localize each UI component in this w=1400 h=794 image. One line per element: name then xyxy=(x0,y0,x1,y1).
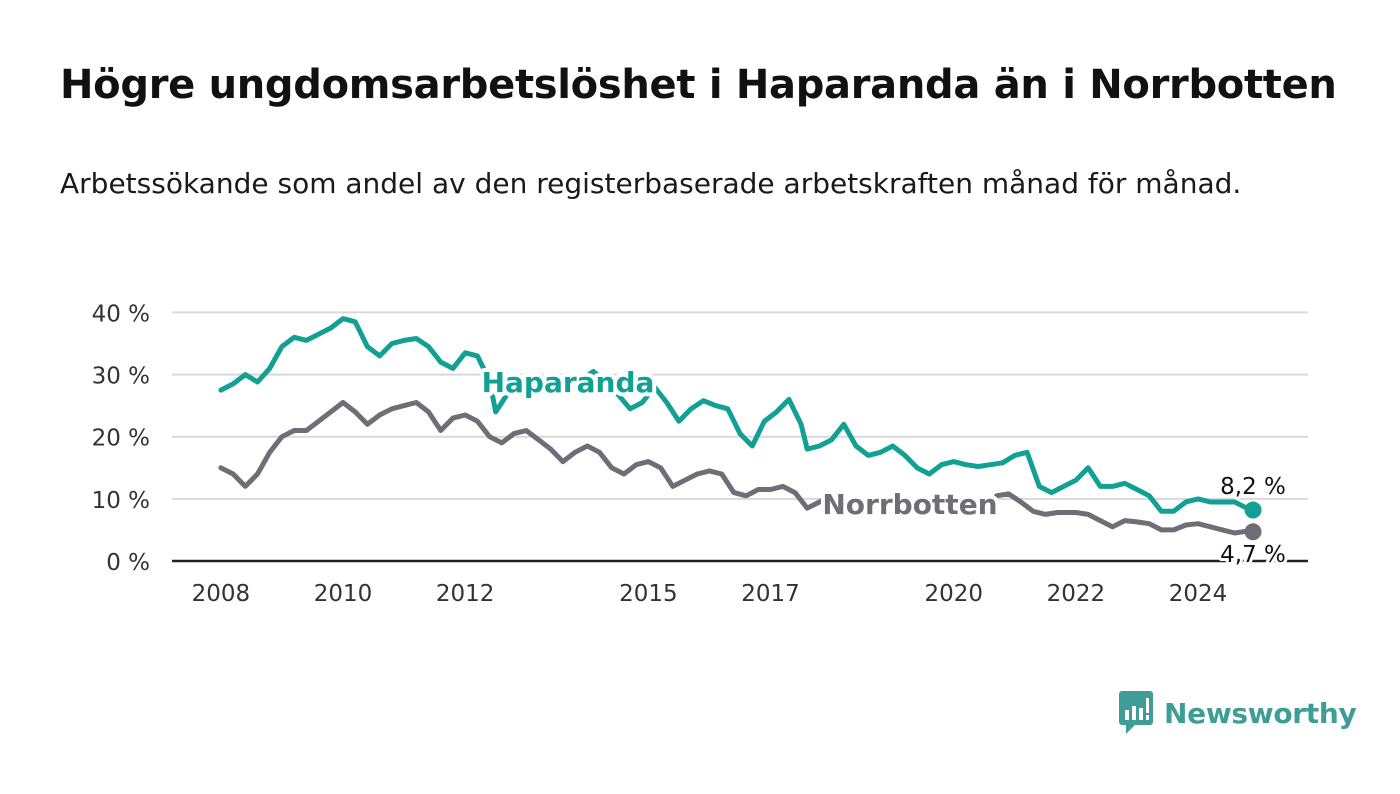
x-tick-label: 2017 xyxy=(741,581,800,607)
end-point-norrbotten xyxy=(1244,523,1262,541)
brand-name: Newsworthy xyxy=(1164,696,1357,730)
series-line-haparanda xyxy=(218,316,1256,514)
series-label-haparanda: Haparanda xyxy=(482,366,655,399)
newsworthy-logo[interactable]: Newsworthy xyxy=(1118,690,1357,736)
y-tick-label: 30 % xyxy=(92,364,150,390)
series-label-norrbotten: Norrbotten xyxy=(822,488,997,521)
x-tick-label: 2008 xyxy=(192,581,251,607)
y-tick-label: 0 % xyxy=(106,550,150,576)
y-tick-label: 10 % xyxy=(92,488,150,514)
x-tick-label: 2012 xyxy=(436,581,495,607)
x-tick-label: 2022 xyxy=(1047,581,1106,607)
bar-chart-speech-bubble-icon xyxy=(1119,691,1153,734)
chart-subtitle: Arbetssökande som andel av den registerb… xyxy=(60,167,1242,200)
end-label-haparanda: 8,2 % xyxy=(1220,474,1286,500)
end-label-norrbotten: 4,7 % xyxy=(1220,542,1286,568)
end-point-haparanda xyxy=(1244,501,1262,519)
x-tick-label: 2024 xyxy=(1169,581,1228,607)
x-tick-label: 2015 xyxy=(619,581,678,607)
series-line-norrbotten xyxy=(218,400,835,511)
chart-title: Högre ungdomsarbetslöshet i Haparanda än… xyxy=(60,62,1337,108)
y-tick-label: 20 % xyxy=(92,426,150,452)
x-tick-label: 2020 xyxy=(924,581,983,607)
x-tick-label: 2010 xyxy=(314,581,373,607)
series-line-norrbotten xyxy=(994,491,1256,536)
y-tick-label: 40 % xyxy=(92,301,150,327)
